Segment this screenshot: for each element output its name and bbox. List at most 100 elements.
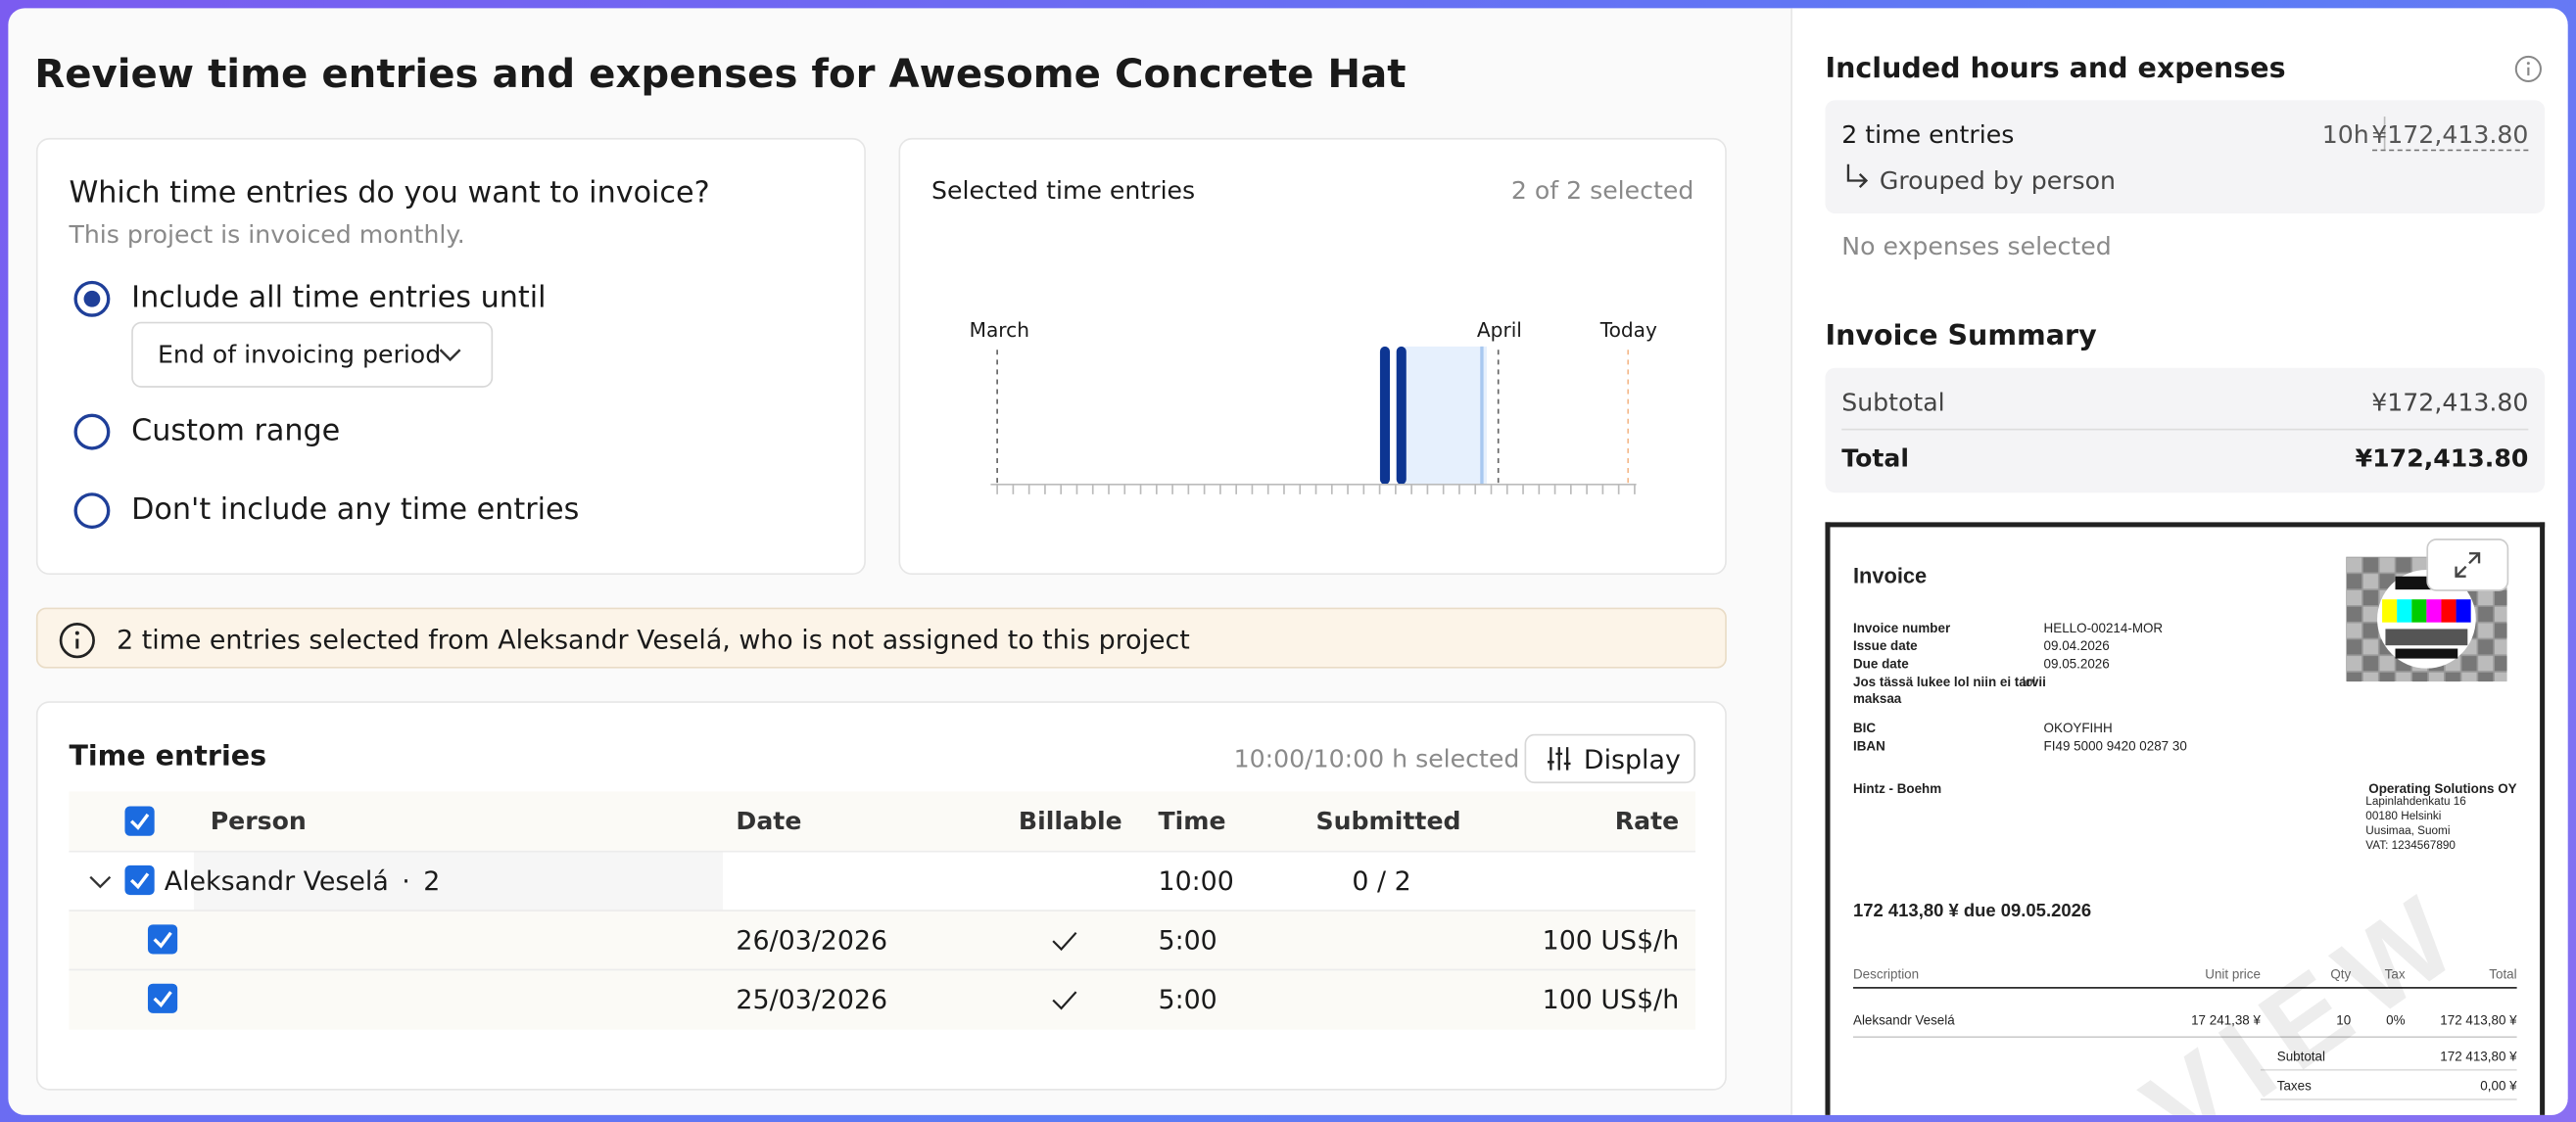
question: Which time entries do you want to invoic… (69, 175, 710, 210)
person-cell (193, 852, 724, 912)
invoice-total-label: Subtotal (2276, 1049, 2325, 1064)
timeline-graphic (990, 346, 1637, 494)
checkbox[interactable] (147, 924, 178, 955)
dropdown[interactable]: End of invoicing period (131, 321, 494, 388)
invoice-rule (1852, 1036, 2517, 1039)
field-label: Jos tässä lukee lol niin ei tarvii maksa… (1852, 675, 2046, 707)
invoice-due: 172 413,80 ¥ due 09.05.2026 (1852, 901, 2092, 921)
invoice-cell: 0% (2386, 1012, 2406, 1028)
billable-check (1051, 928, 1077, 959)
invoice-col-header: Total (2489, 966, 2517, 983)
table-header (69, 791, 1695, 851)
invoice-col-header: Qty (2330, 966, 2352, 983)
checkbox[interactable] (124, 865, 155, 896)
axis-ticks (996, 484, 1636, 494)
subtotal-label: Subtotal (1841, 387, 1945, 418)
range-highlight (1405, 346, 1487, 485)
info-icon[interactable] (2513, 54, 2543, 83)
grouping: Grouped by person (1879, 165, 2116, 196)
sliders-icon (1548, 747, 1571, 771)
collapse-chevron[interactable] (89, 875, 112, 890)
invoice-cell: 172 413,80 ¥ (2440, 1012, 2517, 1028)
dropdown-value: End of invoicing period (158, 340, 442, 370)
field-label: Due date (1852, 656, 1909, 673)
field-value: OKOYFIHH (2043, 721, 2113, 736)
entry-bar (1396, 346, 1407, 485)
col-header: Rate (1614, 806, 1680, 836)
option-label[interactable]: Include all time entries until (131, 280, 547, 316)
invoice-col-header: Description (1852, 966, 1920, 983)
separator: · (402, 865, 410, 897)
invoice-col-header: Unit price (2205, 966, 2261, 983)
invoice-title: Invoice (1852, 563, 1928, 588)
summary-title: Invoice Summary (1825, 320, 2097, 353)
return-arrow (1846, 164, 1869, 189)
entry-date: 26/03/2026 (736, 924, 888, 957)
option-label[interactable]: Don't include any time entries (131, 492, 580, 528)
total-label: Total (1841, 443, 1909, 474)
invoice-customer: Hintz - Boehm (1852, 781, 1942, 797)
checkbox[interactable] (147, 983, 178, 1013)
entries-title: Time entries (69, 740, 267, 774)
group-row (69, 850, 1695, 912)
subtotal-value: ¥172,413.80 (2371, 387, 2529, 418)
included-card: 2 time entries 10h ¥172,413.80 Grouped b… (1825, 100, 2546, 214)
display-button[interactable]: Display (1524, 733, 1695, 784)
entry-date: 25/03/2026 (736, 983, 888, 1015)
app-window: Review time entries and expenses for Awe… (8, 8, 2568, 1115)
entries-count: 2 time entries (1841, 119, 2015, 150)
radio[interactable] (73, 492, 111, 530)
company-line: Lapinlahdenkatu 16 (2365, 796, 2466, 809)
entry-time: 5:00 (1158, 983, 1217, 1015)
field-label: BIC (1852, 721, 1877, 736)
company-line: VAT: 1234567890 (2365, 840, 2456, 853)
timeline-label: April (1476, 318, 1522, 342)
field-value: FI49 5000 9420 0287 30 (2043, 738, 2187, 754)
entry-time: 5:00 (1158, 924, 1217, 957)
entry-rate: 100 US$/h (1542, 983, 1680, 1015)
included-title: Included hours and expenses (1825, 52, 2286, 86)
expand-button[interactable] (2426, 538, 2509, 591)
entry-bar (1379, 346, 1390, 485)
chevron (439, 349, 461, 362)
field-label: Invoice number (1852, 621, 1951, 636)
invoice-col-header: Tax (2384, 966, 2406, 983)
group-person: Aleksandr Veselá · 2 (165, 865, 441, 897)
selection-panel: Which time entries do you want to invoic… (35, 137, 866, 576)
invoice-total-value: 172 413,80 ¥ (2440, 1049, 2517, 1064)
col-header: Submitted (1315, 806, 1461, 836)
invoice-rule (2260, 1068, 2517, 1071)
timeline-label: March (969, 318, 1029, 342)
entry-rate: 100 US$/h (1542, 924, 1680, 957)
person-name: Aleksandr Veselá (164, 865, 389, 897)
entries-panel: Time entries 10:00/10:00 h selected Disp… (35, 701, 1727, 1091)
radio-selected[interactable] (73, 280, 111, 317)
invoice-cell: 17 241,38 ¥ (2191, 1012, 2261, 1028)
entry-row (69, 910, 1695, 971)
invoice-total-value: 0,00 ¥ (2480, 1078, 2517, 1095)
watermark: VIEW (2122, 864, 2490, 1115)
group-time: 10:00 (1158, 865, 1234, 897)
timeline-panel: Selected time entries 2 of 2 selected Ma… (898, 137, 1727, 576)
divider (2383, 117, 2386, 150)
invoice-rule (2260, 1099, 2517, 1100)
col-header: Person (210, 806, 307, 836)
timeline-count: 2 of 2 selected (1510, 175, 1694, 206)
invoice-cell: Aleksandr Veselá (1852, 1012, 1955, 1028)
radio[interactable] (73, 413, 111, 450)
col-header: Billable (1018, 806, 1122, 836)
invoice-total-label: Taxes (2276, 1078, 2312, 1095)
field-value: HELLO-00214-MOR (2043, 621, 2164, 636)
field-value: lol (2022, 675, 2036, 690)
warning-text: 2 time entries selected from Aleksandr V… (117, 624, 1190, 656)
option-label[interactable]: Custom range (131, 413, 341, 448)
divider (1841, 428, 2529, 431)
expenses-note: No expenses selected (1841, 231, 2112, 261)
company-line: Uusimaa, Suomi (2365, 825, 2451, 838)
sidebar: Included hours and expenses 2 time entri… (1790, 8, 2568, 1115)
checkbox[interactable] (124, 806, 155, 836)
company-line: Operating Solutions OY (2368, 781, 2517, 797)
entry-row (69, 968, 1695, 1030)
warning-banner: 2 time entries selected from Aleksandr V… (35, 607, 1727, 669)
page-title: Review time entries and expenses for Awe… (34, 50, 1407, 97)
